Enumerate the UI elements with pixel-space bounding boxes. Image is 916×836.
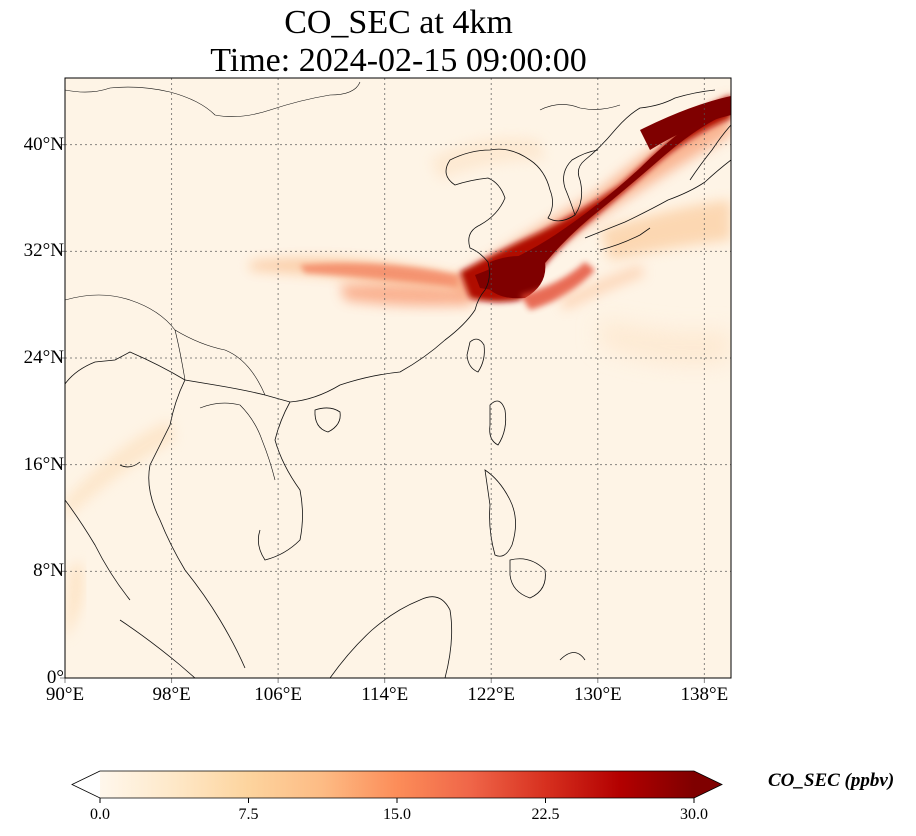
colorbar bbox=[71, 770, 723, 803]
lon-tick-label: 98°E bbox=[152, 684, 191, 705]
colorbar-tick-label: 0.0 bbox=[90, 806, 110, 823]
colorbar-label: CO_SEC (ppbv) bbox=[768, 770, 895, 791]
map-time-subtitle: Time: 2024-02-15 09:00:00 bbox=[210, 42, 587, 79]
lon-tick-label: 130°E bbox=[573, 684, 622, 705]
colorbar-max-extend bbox=[694, 771, 722, 798]
map-title: CO_SEC at 4km bbox=[284, 4, 513, 41]
lat-tick-label: 16°N bbox=[23, 453, 64, 475]
lon-tick-label: 114°E bbox=[361, 684, 409, 705]
colorbar-tick-label: 15.0 bbox=[383, 806, 411, 823]
colorbar-tick-label: 22.5 bbox=[531, 806, 560, 823]
colorbar-tick-label: 30.0 bbox=[680, 806, 708, 823]
lat-tick-label: 8°N bbox=[33, 560, 64, 582]
lat-tick-label: 32°N bbox=[23, 240, 64, 262]
lon-tick-label: 90°E bbox=[45, 684, 85, 705]
colorbar-tick-label: 7.5 bbox=[238, 806, 259, 823]
map-frame bbox=[64, 77, 732, 679]
colorbar-min-extend bbox=[72, 771, 100, 798]
colorbar-gradient bbox=[100, 771, 694, 798]
lat-tick-label: 40°N bbox=[23, 133, 64, 155]
co-plume bbox=[65, 95, 731, 640]
lon-tick-label: 138°E bbox=[680, 684, 729, 705]
lat-tick-label: 24°N bbox=[23, 347, 64, 368]
lon-tick-label: 122°E bbox=[467, 684, 516, 705]
lat-tick-label: 0° bbox=[46, 667, 64, 688]
lon-tick-label: 106°E bbox=[254, 684, 302, 705]
